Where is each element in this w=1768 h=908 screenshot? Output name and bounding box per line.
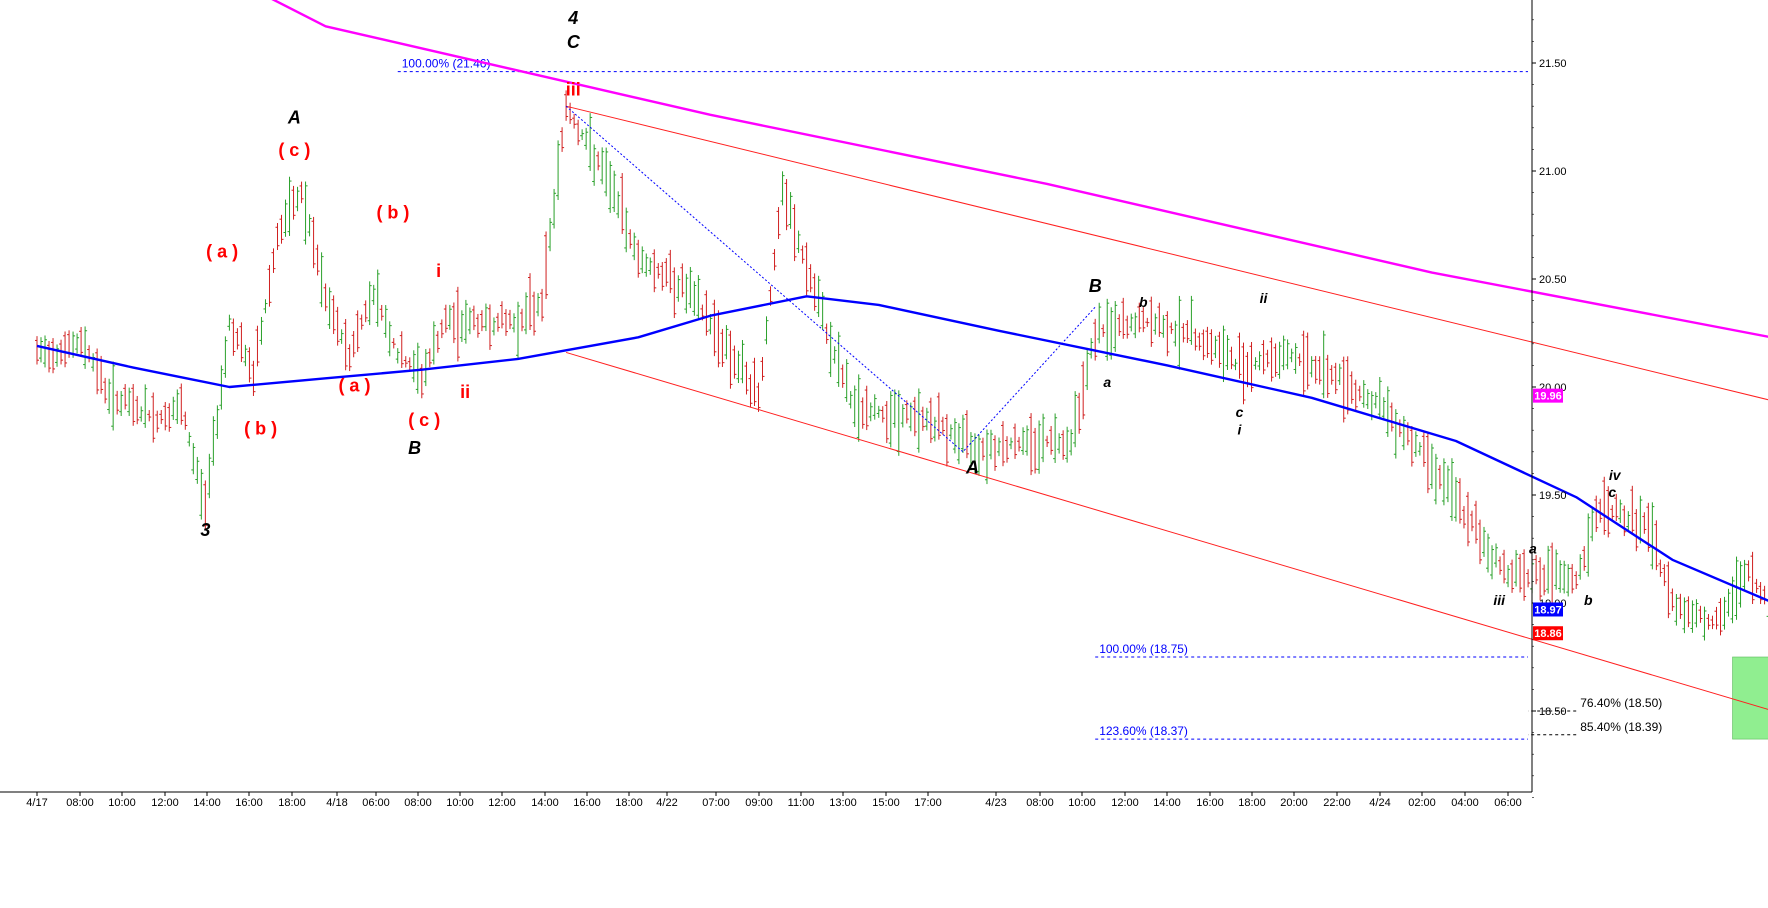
blue-moving-average-line: [36, 295, 1768, 602]
wave-label: A: [287, 107, 301, 127]
x-tick-label: 08:00: [404, 797, 432, 809]
x-tick-label: 18:00: [278, 797, 306, 809]
y-tick-label: 18.50: [1539, 706, 1567, 718]
y-tick-label: 21.50: [1539, 58, 1567, 70]
wave-label: i: [1238, 422, 1243, 438]
wave-label: c: [1236, 404, 1244, 420]
x-tick-label: 4/18: [326, 797, 347, 809]
x-tick-label: 4/24: [1369, 797, 1390, 809]
x-axis: 4/17 08:00 10:00 12:00 14:00 16:00 18:00 4/18 06…: [0, 791, 1532, 809]
x-tick-label: 16:00: [235, 797, 263, 809]
price-badge: [1533, 626, 1563, 641]
x-tick-label: 10:00: [446, 797, 474, 809]
wave-label: ( c ): [408, 410, 440, 430]
x-tick-label: 07:00: [702, 797, 730, 809]
x-tick-label: 18:00: [615, 797, 643, 809]
x-tick-label: 4/22: [656, 797, 677, 809]
wave-label: c: [1608, 484, 1616, 500]
wave-label: b: [1584, 592, 1593, 608]
x-tick-label: 06:00: [1494, 797, 1522, 809]
x-tick-label: 16:00: [573, 797, 601, 809]
channel-layer: [565, 105, 1768, 710]
wave-label: ii: [1260, 290, 1269, 306]
wave-label: A: [965, 457, 979, 477]
x-tick-label: 18:00: [1238, 797, 1266, 809]
wave-label: 3: [200, 520, 210, 540]
wave-label: ( a ): [206, 241, 238, 261]
price-badge-label: 19.96: [1534, 391, 1562, 403]
price-badge-label: 18.86: [1534, 628, 1562, 640]
price-badge: [1533, 388, 1563, 403]
x-tick-label: 12:00: [151, 797, 179, 809]
x-tick-label: 02:00: [1408, 797, 1436, 809]
wave-label: ii: [460, 382, 470, 402]
x-tick-label: 22:00: [1323, 797, 1351, 809]
abc-path-layer: [565, 105, 1096, 453]
x-tick-label: 16:00: [1196, 797, 1224, 809]
y-tick-label: 21.00: [1539, 166, 1567, 178]
price-badge: [1533, 602, 1563, 617]
x-tick-label: 11:00: [788, 797, 815, 809]
x-tick-label: 10:00: [1068, 797, 1096, 809]
wave-label: B: [1089, 276, 1102, 296]
wave-label: B: [408, 438, 421, 458]
x-tick-label: 04:00: [1451, 797, 1479, 809]
wave-label: i: [436, 261, 441, 281]
x-tick-label: 08:00: [66, 797, 94, 809]
wave-label: a: [1103, 374, 1111, 390]
abc-projection-path: [565, 105, 1096, 453]
x-tick-label: 10:00: [108, 797, 136, 809]
x-tick-label: 08:00: [1026, 797, 1054, 809]
wave-label: ( c ): [278, 140, 310, 160]
channel-upper-line: [565, 105, 1768, 401]
wave-label: 4: [567, 8, 578, 28]
price-badge-label: 18.97: [1534, 604, 1562, 616]
x-tick-label: 4/23: [985, 797, 1006, 809]
fib-level-label: 100.00% (18.75): [1099, 642, 1188, 656]
x-tick-label: 17:00: [914, 797, 942, 809]
wave-label: iii: [566, 79, 581, 99]
channel-lower-line: [565, 351, 1768, 710]
x-tick-label: 15:00: [872, 797, 900, 809]
x-tick-label: 12:00: [1111, 797, 1139, 809]
target-zone-layer: [1732, 656, 1768, 740]
wave-label: iii: [1493, 592, 1506, 608]
x-tick-label: 14:00: [193, 797, 221, 809]
wave-label: ( b ): [376, 203, 409, 223]
wave-label: b: [1139, 294, 1148, 310]
x-tick-label: 14:00: [531, 797, 559, 809]
fib-levels-layer: 100.00% (21.46) 100.00% (18.75) 76.40% (18…: [397, 57, 1662, 740]
wave-label: C: [567, 32, 581, 52]
y-tick-label: 20.50: [1539, 274, 1567, 286]
target-zone-rect: [1732, 656, 1768, 740]
magenta-moving-average-line: [271, 0, 1768, 338]
wave-label: ( a ): [338, 375, 370, 395]
moving-averages-layer: [36, 0, 1768, 602]
x-tick-label: 13:00: [829, 797, 857, 809]
price-bars-layer: [35, 90, 1768, 641]
x-tick-label: 20:00: [1280, 797, 1308, 809]
fib-level-label: 85.40% (18.39): [1580, 720, 1662, 734]
y-tick-label: 19.50: [1539, 490, 1567, 502]
price-badges: 19.96 18.97 18.86: [1533, 388, 1563, 641]
wave-label: a: [1529, 540, 1537, 556]
x-tick-label: 4/17: [26, 797, 47, 809]
fib-level-label: 100.00% (21.46): [402, 57, 491, 71]
wave-label: iv: [1609, 467, 1622, 483]
fib-level-label: 76.40% (18.50): [1580, 696, 1662, 710]
x-tick-label: 12:00: [488, 797, 516, 809]
fib-level-label: 123.60% (18.37): [1099, 724, 1188, 738]
wave-label: ( b ): [244, 419, 277, 439]
x-tick-label: 14:00: [1153, 797, 1181, 809]
x-tick-label: 06:00: [362, 797, 390, 809]
x-tick-label: 09:00: [745, 797, 773, 809]
